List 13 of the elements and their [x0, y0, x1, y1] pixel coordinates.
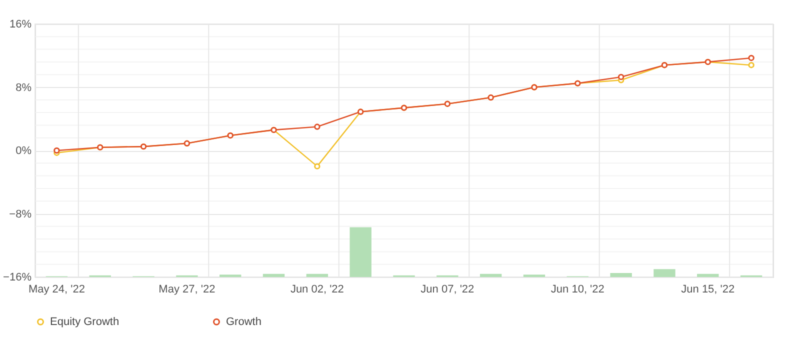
- y-tick-label: −8%: [9, 208, 32, 220]
- x-tick-label: May 27, '22: [158, 284, 216, 296]
- legend-label: Growth: [226, 316, 262, 328]
- x-tick-label: Jun 07, '22: [420, 284, 474, 296]
- y-tick-label: 16%: [9, 18, 32, 30]
- legend-label: Equity Growth: [50, 316, 120, 328]
- x-tick-label: Jun 15, '22: [681, 284, 735, 296]
- y-tick-label: 8%: [16, 82, 32, 94]
- y-tick-label: 0%: [16, 145, 32, 157]
- x-tick-label: Jun 02, '22: [290, 284, 344, 296]
- x-tick-label: Jun 10, '22: [550, 284, 604, 296]
- y-tick-label: −16%: [3, 272, 32, 284]
- x-tick-label: May 24, '22: [28, 284, 85, 296]
